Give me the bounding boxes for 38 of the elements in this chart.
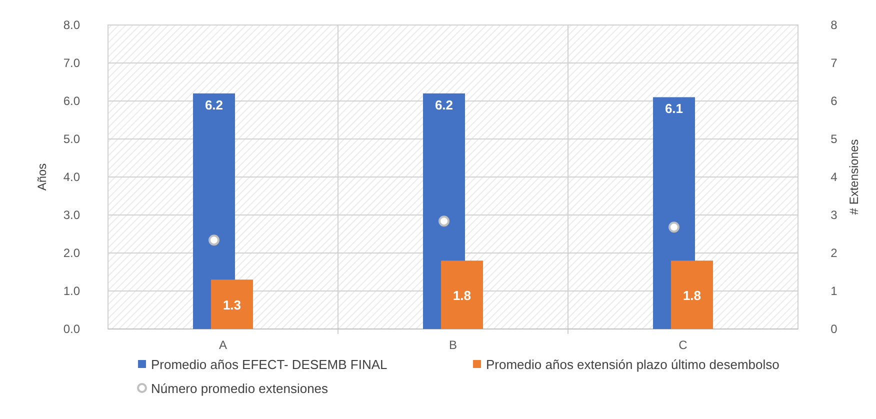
y2-tick-label: 6 bbox=[830, 94, 838, 108]
y-tick-label: 8.0 bbox=[63, 18, 80, 32]
bar bbox=[441, 260, 483, 329]
y-axis-title: Años bbox=[35, 163, 49, 191]
y2-tick-label: 0 bbox=[830, 322, 838, 336]
x-tick-label: A bbox=[218, 338, 228, 352]
point bbox=[668, 222, 680, 233]
x-tick-label: C bbox=[678, 338, 688, 352]
y2-tick-label: 7 bbox=[830, 56, 838, 70]
y2-tick-label: 3 bbox=[830, 208, 838, 222]
y-tick-label: 5.0 bbox=[63, 132, 80, 146]
data-label: 1.8 bbox=[682, 288, 702, 303]
y-tick-label: 1.0 bbox=[63, 284, 80, 298]
data-label: 6.1 bbox=[664, 101, 684, 116]
point bbox=[438, 216, 450, 227]
y2-tick-label: 1 bbox=[830, 284, 838, 298]
x-tick-label: B bbox=[448, 338, 458, 352]
point bbox=[208, 234, 220, 246]
bar bbox=[211, 280, 253, 329]
data-label: 6.2 bbox=[204, 97, 224, 112]
y2-tick-label: 8 bbox=[830, 18, 838, 32]
y-tick-label: 7.0 bbox=[63, 56, 80, 70]
y2-tick-label: 4 bbox=[830, 170, 838, 184]
y-tick-label: 0.0 bbox=[63, 322, 80, 336]
y2-axis-title: # Extensiones bbox=[847, 139, 861, 215]
bar bbox=[671, 260, 713, 329]
data-label: 1.8 bbox=[452, 288, 472, 303]
y2-tick-label: 2 bbox=[830, 246, 838, 260]
y2-tick-label: 5 bbox=[830, 132, 838, 146]
data-label: 1.3 bbox=[222, 297, 242, 312]
y-tick-label: 2.0 bbox=[63, 246, 80, 260]
y-tick-label: 4.0 bbox=[63, 170, 80, 184]
y-tick-label: 3.0 bbox=[63, 208, 80, 222]
legend-label: Promedio años extensión plazo último desembolso bbox=[486, 357, 780, 372]
y-tick-label: 6.0 bbox=[63, 94, 80, 108]
legend-label: Número promedio extensiones bbox=[151, 381, 329, 396]
data-label: 6.2 bbox=[434, 97, 454, 112]
legend-label: Promedio años EFECT- DESEMB FINAL bbox=[151, 357, 388, 372]
